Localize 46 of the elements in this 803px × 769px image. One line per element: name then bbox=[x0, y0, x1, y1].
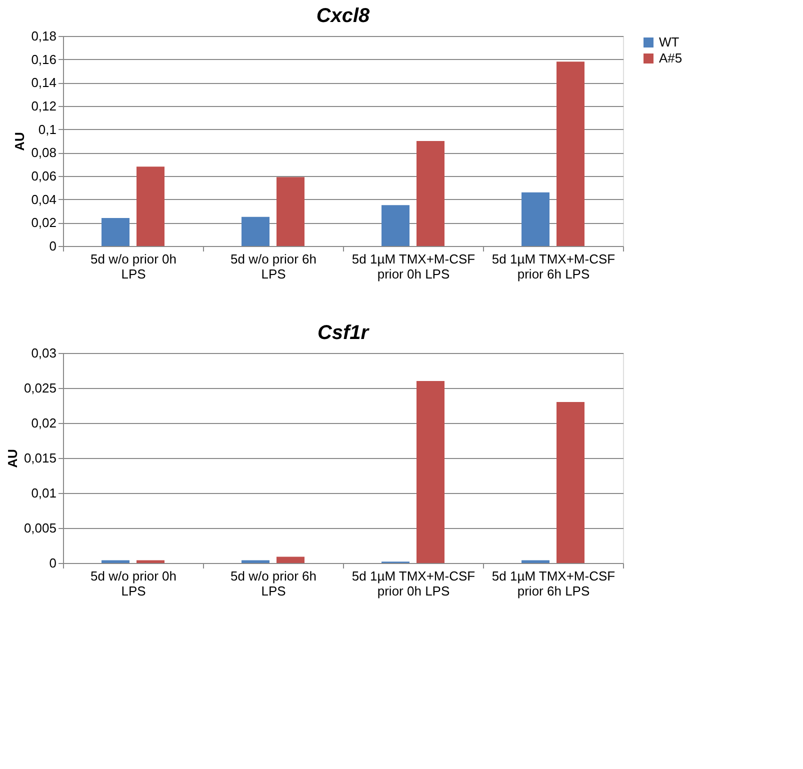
bar bbox=[522, 192, 550, 246]
x-tick-label: 5d w/o prior 6h LPS bbox=[230, 568, 316, 598]
y-tick-label: 0,14 bbox=[31, 75, 56, 90]
bar bbox=[382, 205, 410, 246]
chart-title: Csf1r bbox=[317, 322, 370, 344]
y-tick-label: 0 bbox=[49, 238, 56, 254]
y-tick-label: 0,18 bbox=[31, 28, 56, 44]
x-tick-label: 5d w/o prior 0h LPS bbox=[90, 568, 176, 598]
bar bbox=[136, 560, 164, 563]
bar bbox=[416, 141, 444, 246]
y-tick-label: 0,03 bbox=[31, 346, 56, 360]
bar bbox=[556, 62, 584, 246]
y-tick-label: 0,02 bbox=[31, 416, 56, 430]
legend-label: A#5 bbox=[659, 50, 682, 66]
y-tick-label: 0,16 bbox=[31, 52, 56, 67]
bar bbox=[276, 177, 304, 246]
y-tick-label: 0,04 bbox=[31, 192, 56, 207]
y-tick-label: 0,025 bbox=[24, 380, 56, 396]
bar bbox=[242, 560, 270, 563]
y-axis-title: AU bbox=[12, 132, 28, 151]
y-tick-label: 0,02 bbox=[31, 215, 56, 230]
bar bbox=[276, 556, 304, 563]
bar bbox=[242, 216, 270, 246]
y-tick-label: 0,005 bbox=[24, 520, 56, 536]
x-tick-label: 5d w/o prior 0h LPS bbox=[90, 252, 176, 282]
y-tick-label: 0,015 bbox=[24, 450, 56, 466]
bar bbox=[102, 560, 130, 563]
x-tick-label: 5d 1µM TMX+M-CSF prior 6h LPS bbox=[492, 252, 616, 282]
bar bbox=[556, 402, 584, 563]
y-tick-label: 0,06 bbox=[31, 168, 56, 184]
x-tick-label: 5d 1µM TMX+M-CSF prior 0h LPS bbox=[352, 252, 476, 282]
x-tick-label: 5d 1µM TMX+M-CSF prior 0h LPS bbox=[352, 568, 476, 598]
y-tick-label: 0,1 bbox=[38, 122, 56, 137]
bar bbox=[102, 218, 130, 246]
y-tick-label: 0,12 bbox=[31, 98, 56, 114]
y-tick-label: 0,01 bbox=[31, 486, 56, 500]
y-axis-title: AU bbox=[4, 449, 20, 468]
x-tick-label: 5d w/o prior 6h LPS bbox=[230, 252, 316, 282]
y-tick-label: 0,08 bbox=[31, 145, 56, 160]
bar bbox=[416, 381, 444, 563]
y-tick-label: 0 bbox=[49, 556, 56, 570]
legend-label: WT bbox=[659, 34, 680, 50]
x-tick-label: 5d 1µM TMX+M-CSF prior 6h LPS bbox=[492, 568, 616, 598]
bar bbox=[522, 560, 550, 563]
chart-title: Cxcl8 bbox=[316, 5, 371, 27]
bar bbox=[136, 166, 164, 246]
